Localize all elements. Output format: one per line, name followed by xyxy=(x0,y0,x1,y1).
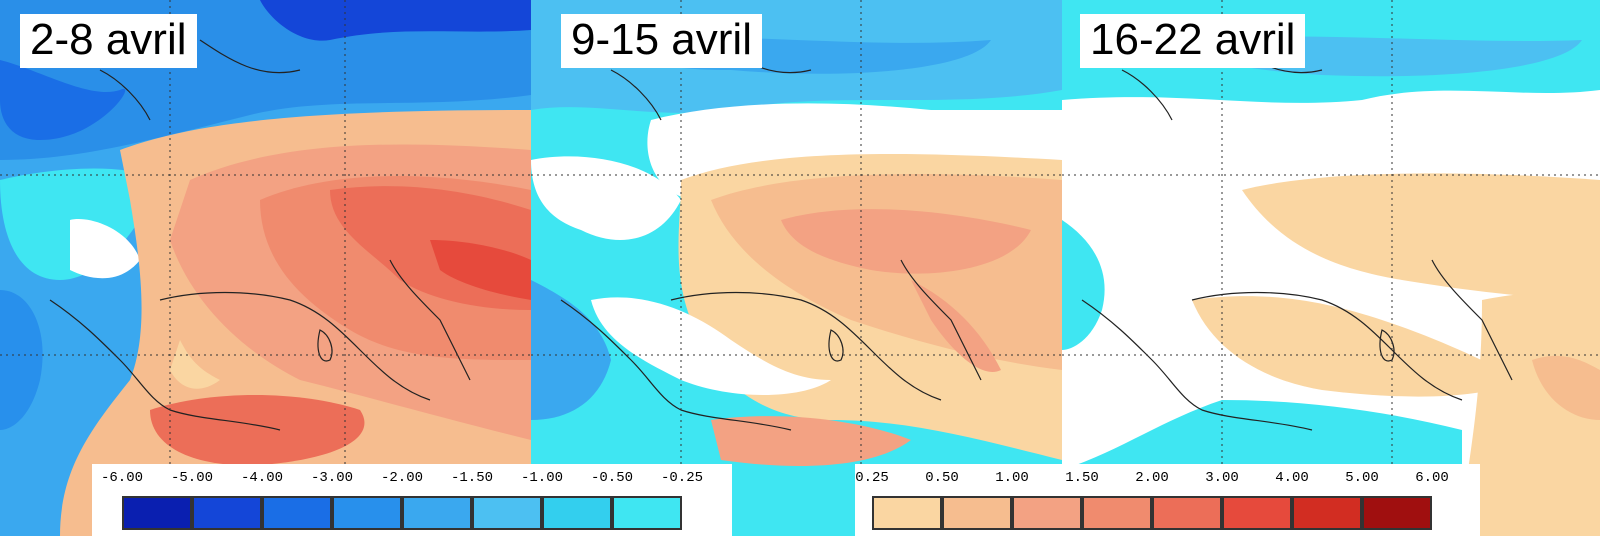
legend-tick-label: 4.00 xyxy=(1275,470,1309,486)
legend-color-swatch xyxy=(542,496,612,530)
legend-color-swatch xyxy=(1152,496,1222,530)
legend-color-swatch xyxy=(1012,496,1082,530)
legend-color-swatch xyxy=(1292,496,1362,530)
legend-tick-label: -3.00 xyxy=(310,470,354,486)
legend-color-swatch xyxy=(332,496,402,530)
legend-tick-label: 1.00 xyxy=(995,470,1029,486)
panel-title: 16-22 avril xyxy=(1080,14,1306,68)
legend-tick-label: -0.50 xyxy=(590,470,634,486)
legend-tick-label: 1.50 xyxy=(1065,470,1099,486)
legend-color-swatch xyxy=(262,496,332,530)
anomaly-map-3 xyxy=(1062,0,1600,536)
legend-color-swatch xyxy=(1082,496,1152,530)
legend-tick-label: 0.50 xyxy=(925,470,959,486)
legend-tick-label: 6.00 xyxy=(1415,470,1449,486)
legend-tick-label: -6.00 xyxy=(100,470,144,486)
legend-color-swatch xyxy=(402,496,472,530)
legend-tick-label: -5.00 xyxy=(170,470,214,486)
legend-color-swatch xyxy=(872,496,942,530)
legend-tick-label: -2.00 xyxy=(380,470,424,486)
legend-tick-label: 0.25 xyxy=(855,470,889,486)
legend-tick-label: -4.00 xyxy=(240,470,284,486)
legend-color-swatch xyxy=(942,496,1012,530)
legend-tick-label: -1.00 xyxy=(520,470,564,486)
map-panel-1: 2-8 avril xyxy=(0,0,531,536)
legend-tick-label: 5.00 xyxy=(1345,470,1379,486)
anomaly-map-1 xyxy=(0,0,531,536)
map-panel-2: 9-15 avril xyxy=(531,0,1062,536)
legend-tick-label: 3.00 xyxy=(1205,470,1239,486)
legend-tick-label: 2.00 xyxy=(1135,470,1169,486)
panel-title: 9-15 avril xyxy=(561,14,762,68)
legend-tick-label: -0.25 xyxy=(660,470,704,486)
legend-color-swatch xyxy=(192,496,262,530)
legend-color-swatch xyxy=(122,496,192,530)
legend-tick-label: -1.50 xyxy=(450,470,494,486)
legend-color-swatch xyxy=(612,496,682,530)
map-panel-3: 16-22 avril xyxy=(1062,0,1600,536)
panel-title: 2-8 avril xyxy=(20,14,197,68)
anomaly-map-2 xyxy=(531,0,1062,536)
legend-color-swatch xyxy=(1362,496,1432,530)
legend-color-swatch xyxy=(1222,496,1292,530)
legend-color-swatch xyxy=(472,496,542,530)
